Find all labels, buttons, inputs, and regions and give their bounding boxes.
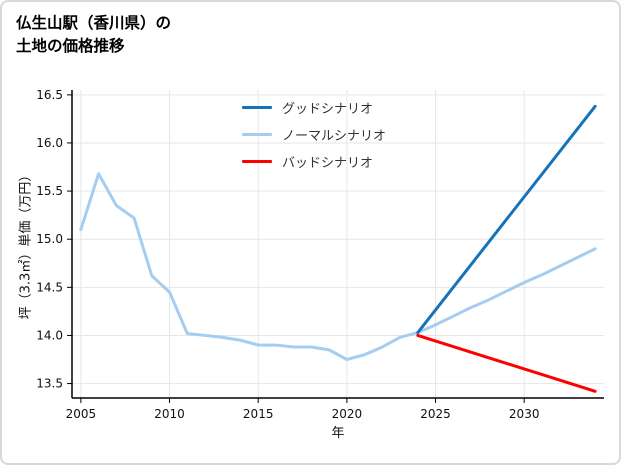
svg-text:13.5: 13.5: [36, 377, 63, 391]
svg-text:15.0: 15.0: [36, 232, 63, 246]
x-axis-label: 年: [331, 426, 345, 441]
legend-line-normal-scenario: [242, 133, 272, 136]
legend-item-bad-scenario: バッドシナリオ: [242, 148, 386, 175]
svg-text:2020: 2020: [332, 407, 363, 421]
svg-text:2005: 2005: [66, 407, 97, 421]
legend: グッドシナリオ ノーマルシナリオ バッドシナリオ: [242, 94, 386, 175]
svg-text:14.0: 14.0: [36, 328, 63, 342]
y-axis-label: 坪（3.3㎡）単価（万円）: [18, 168, 34, 320]
svg-text:2030: 2030: [509, 407, 540, 421]
svg-text:16.5: 16.5: [36, 88, 63, 102]
svg-text:15.5: 15.5: [36, 184, 63, 198]
legend-line-good-scenario: [242, 106, 272, 109]
legend-label-bad-scenario: バッドシナリオ: [282, 156, 374, 171]
price-trend-line-chart: 2005 2010 2015 2020 2025 2030 13.5 14.0 14.5 15.0…: [36, 88, 604, 421]
page-title-line1: 仏生山駅（香川県）の: [16, 14, 172, 32]
legend-label-good-scenario: グッドシナリオ: [282, 102, 374, 117]
svg-text:16.0: 16.0: [36, 136, 63, 150]
page-title-line2: 土地の価格推移: [16, 37, 125, 55]
svg-text:2010: 2010: [154, 407, 185, 421]
svg-text:2025: 2025: [420, 407, 451, 421]
legend-item-normal-scenario: ノーマルシナリオ: [242, 121, 386, 148]
legend-line-bad-scenario: [242, 160, 272, 163]
page-title: 仏生山駅（香川県）の 土地の価格推移: [16, 12, 171, 58]
svg-text:2015: 2015: [243, 407, 274, 421]
legend-item-good-scenario: グッドシナリオ: [242, 94, 386, 121]
legend-label-normal-scenario: ノーマルシナリオ: [282, 129, 387, 144]
svg-text:14.5: 14.5: [36, 280, 63, 294]
